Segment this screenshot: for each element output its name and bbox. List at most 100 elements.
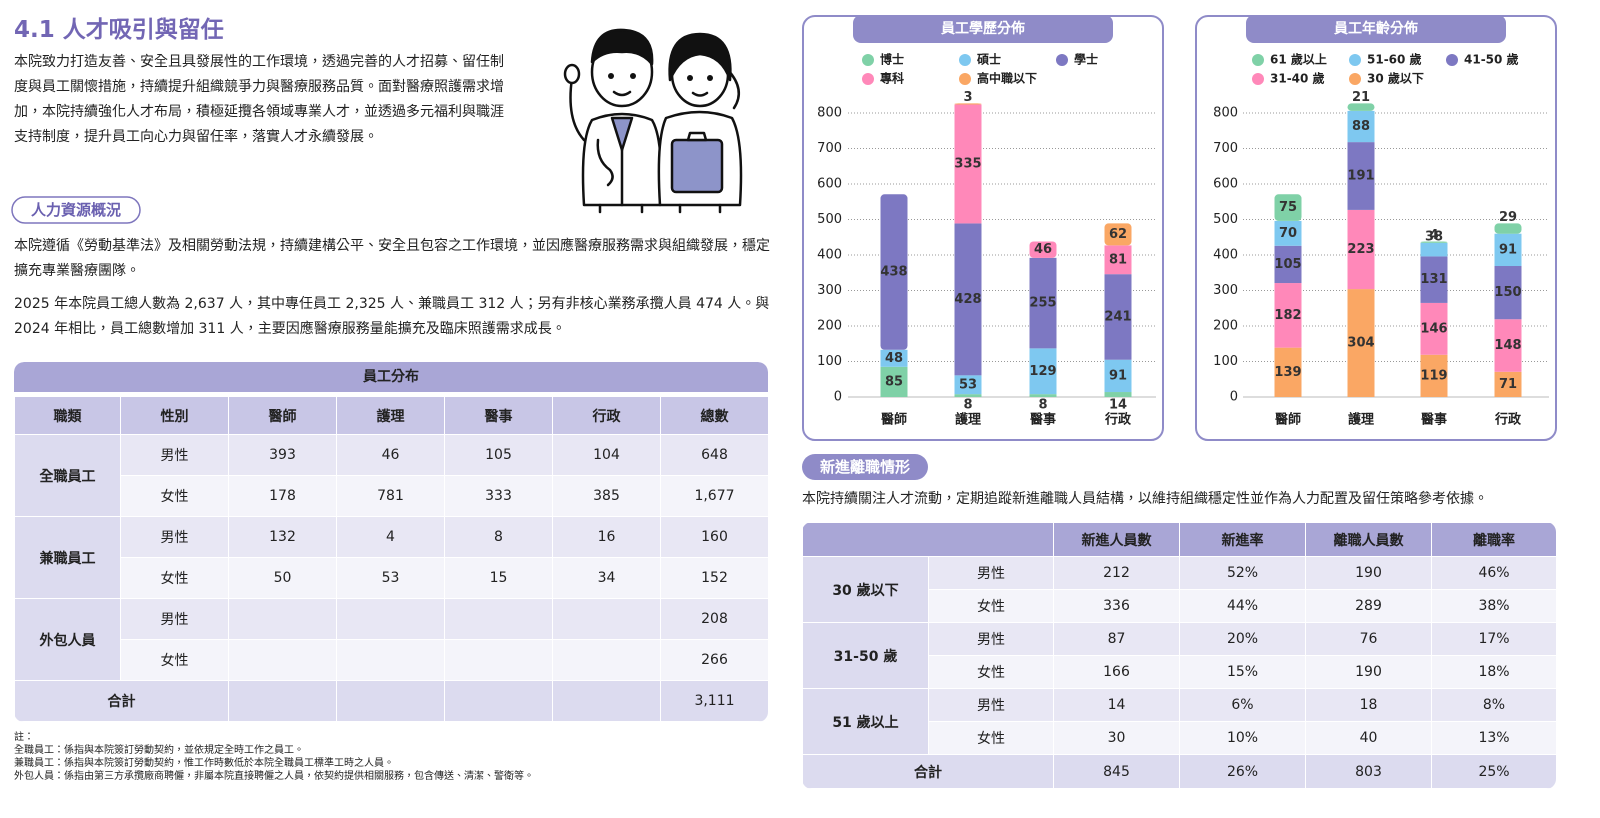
- header-cell: 行政: [552, 396, 661, 435]
- y-tick-label: 200: [1213, 319, 1238, 334]
- value-cell: 8%: [1431, 688, 1556, 722]
- bar-segment: [880, 194, 908, 350]
- y-tick-label: 700: [1213, 141, 1238, 156]
- y-tick-label: 500: [1213, 212, 1238, 227]
- gender-cell: 女性: [120, 475, 229, 517]
- y-tick-label: 800: [817, 106, 842, 121]
- bar-segment: [1274, 283, 1302, 348]
- value-label: 191: [1347, 169, 1374, 184]
- bar-segment: [954, 103, 982, 105]
- value-cell: 8: [444, 516, 553, 558]
- total-cell: 25%: [1431, 754, 1556, 789]
- value-label: 241: [1104, 309, 1131, 324]
- page-title: 4.1 人才吸引與留任: [14, 17, 224, 43]
- value-cell: [444, 598, 553, 640]
- value-cell: [228, 639, 337, 681]
- notes-label: 註：: [14, 732, 34, 743]
- header-cell: 性別: [120, 396, 229, 435]
- value-cell: [552, 598, 661, 640]
- gender-cell: 女性: [120, 557, 229, 599]
- value-label: 91: [1109, 368, 1127, 383]
- value-cell: 6%: [1179, 688, 1306, 722]
- legend-marker: [862, 54, 874, 66]
- legend-label: 專科: [880, 71, 904, 86]
- value-label: 29: [1499, 210, 1517, 225]
- value-cell: [336, 598, 445, 640]
- value-cell: 10%: [1179, 721, 1306, 755]
- value-cell: 289: [1305, 589, 1432, 623]
- y-tick-label: 500: [817, 212, 842, 227]
- value-cell: 104: [552, 434, 661, 476]
- value-label: 148: [1494, 338, 1521, 353]
- total-cell: [444, 680, 553, 722]
- gender-cell: 男性: [120, 516, 229, 558]
- value-label: 119: [1420, 368, 1447, 383]
- bar-segment: [954, 375, 982, 395]
- gender-cell: 女性: [928, 589, 1054, 623]
- legend-label: 碩士: [977, 52, 1001, 67]
- y-tick-label: 300: [1213, 283, 1238, 298]
- legend-label: 61 歲以上: [1270, 52, 1327, 67]
- value-cell: 52%: [1179, 556, 1306, 590]
- x-tick-label: 醫師: [881, 412, 907, 428]
- value-cell: [444, 639, 553, 681]
- value-cell: 781: [336, 475, 445, 517]
- total-cell: 3,111: [660, 680, 768, 722]
- group-cell: 外包人員: [14, 598, 121, 681]
- bar-segment: [1347, 142, 1375, 210]
- chart-title: 員工年齡分佈: [1333, 20, 1418, 37]
- value-label: 8: [963, 398, 972, 413]
- legend-marker: [862, 73, 874, 85]
- value-cell: 4: [336, 516, 445, 558]
- total-cell: 803: [1305, 754, 1432, 789]
- value-cell: 44%: [1179, 589, 1306, 623]
- total-row: 合計 3,111: [14, 680, 768, 722]
- table-row: 女性 30 10% 40 13%: [802, 721, 1556, 755]
- value-label: 182: [1274, 308, 1301, 323]
- value-cell: 208: [660, 598, 768, 640]
- legend-marker: [1056, 54, 1068, 66]
- value-cell: [552, 639, 661, 681]
- value-cell: 18: [1305, 688, 1432, 722]
- header-cell: 新進人員數: [1053, 522, 1180, 557]
- value-label: 3: [963, 90, 972, 105]
- bar-segment: [880, 349, 908, 367]
- value-label: 48: [885, 351, 903, 366]
- bar-segment: [1029, 348, 1057, 395]
- value-cell: 17%: [1431, 622, 1556, 656]
- value-label: 105: [1274, 257, 1301, 272]
- value-cell: 190: [1305, 655, 1432, 689]
- value-cell: 34: [552, 557, 661, 599]
- total-label: 合計: [802, 754, 1054, 789]
- y-tick-label: 600: [1213, 177, 1238, 192]
- legend-label: 30 歲以下: [1367, 71, 1424, 86]
- group-cell: 兼職員工: [14, 516, 121, 599]
- value-label: 70: [1279, 226, 1297, 241]
- value-cell: 46%: [1431, 556, 1556, 590]
- total-cell: 845: [1053, 754, 1180, 789]
- value-cell: 53: [336, 557, 445, 599]
- header-cell: [802, 522, 1054, 557]
- x-tick-label: 護理: [955, 412, 981, 428]
- header-cell: 職類: [14, 396, 121, 435]
- bar-segment: [1104, 223, 1132, 246]
- value-cell: 166: [1053, 655, 1180, 689]
- bar-segment: [1274, 220, 1302, 246]
- bar-segment: [1347, 289, 1375, 397]
- group-cell: 全職員工: [14, 434, 121, 517]
- bar-segment: [1494, 233, 1522, 267]
- y-tick-label: 400: [817, 248, 842, 263]
- chart-title: 員工學歷分佈: [940, 20, 1025, 37]
- value-cell: 132: [228, 516, 337, 558]
- value-label: 71: [1499, 377, 1517, 392]
- bar-segment: [1347, 103, 1375, 111]
- bar-segment: [1494, 371, 1522, 397]
- value-cell: 40: [1305, 721, 1432, 755]
- y-tick-label: 0: [834, 390, 842, 405]
- total-label: 合計: [14, 680, 229, 722]
- y-tick-label: 600: [817, 177, 842, 192]
- gender-cell: 男性: [120, 434, 229, 476]
- y-tick-label: 200: [817, 319, 842, 334]
- value-cell: 333: [444, 475, 553, 517]
